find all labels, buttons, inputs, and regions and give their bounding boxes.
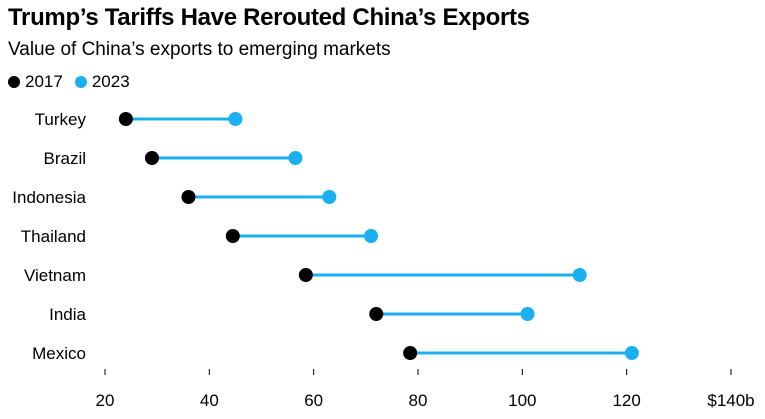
dot-2017-india: [369, 307, 384, 321]
legend-swatch-2017: [8, 76, 20, 88]
x-tick-label-0: 20: [96, 391, 115, 410]
legend-label-2017: 2017: [25, 72, 63, 91]
dot-2023-brazil: [288, 151, 303, 165]
category-label-mexico: Mexico: [32, 344, 86, 363]
dot-2017-turkey: [118, 112, 133, 126]
x-tick-label-5: 120: [612, 391, 640, 410]
category-label-turkey: Turkey: [35, 110, 87, 129]
category-label-thailand: Thailand: [21, 227, 86, 246]
legend-label-2023: 2023: [91, 72, 130, 91]
x-tick-label-1: 40: [200, 391, 219, 410]
dot-2023-thailand: [364, 229, 379, 243]
x-tick-label-6: $140b: [707, 391, 754, 410]
dot-2023-turkey: [228, 112, 243, 126]
chart-subtitle: Value of China’s exports to emerging mar…: [8, 39, 391, 60]
dot-2017-mexico: [403, 346, 418, 360]
category-label-vietnam: Vietnam: [24, 266, 86, 285]
legend-item-2017: 2017: [8, 72, 63, 92]
x-tick-label-4: 100: [508, 391, 536, 410]
dot-2023-vietnam: [572, 268, 587, 282]
dot-2017-indonesia: [181, 190, 196, 204]
category-label-brazil: Brazil: [43, 149, 86, 168]
legend-swatch-2023: [74, 76, 87, 88]
legend-item-2023: 2023: [74, 72, 130, 92]
dot-2017-thailand: [225, 229, 240, 243]
dot-2017-vietnam: [298, 268, 313, 282]
legend: 2017 2023: [8, 71, 142, 93]
category-label-indonesia: Indonesia: [12, 188, 86, 207]
x-tick-label-3: 80: [409, 391, 428, 410]
dot-2017-brazil: [144, 151, 159, 165]
dot-2023-indonesia: [322, 190, 337, 204]
dot-2023-mexico: [624, 346, 639, 360]
category-label-india: India: [49, 305, 86, 324]
x-tick-label-2: 60: [304, 391, 323, 410]
dot-2023-india: [520, 307, 535, 321]
chart-title: Trump’s Tariffs Have Rerouted China’s Ex…: [8, 4, 530, 31]
